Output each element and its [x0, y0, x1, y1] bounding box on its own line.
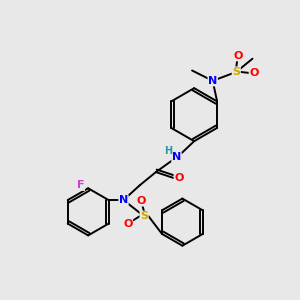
Text: O: O — [249, 68, 259, 78]
Text: H: H — [164, 146, 172, 157]
Text: O: O — [123, 219, 133, 229]
Text: S: S — [232, 67, 240, 77]
Text: N: N — [119, 195, 128, 205]
Text: F: F — [77, 180, 85, 190]
Text: O: O — [136, 196, 146, 206]
Text: N: N — [172, 152, 181, 162]
Text: N: N — [208, 76, 217, 86]
Text: S: S — [140, 211, 148, 221]
Text: O: O — [174, 173, 184, 183]
Text: O: O — [233, 51, 242, 61]
